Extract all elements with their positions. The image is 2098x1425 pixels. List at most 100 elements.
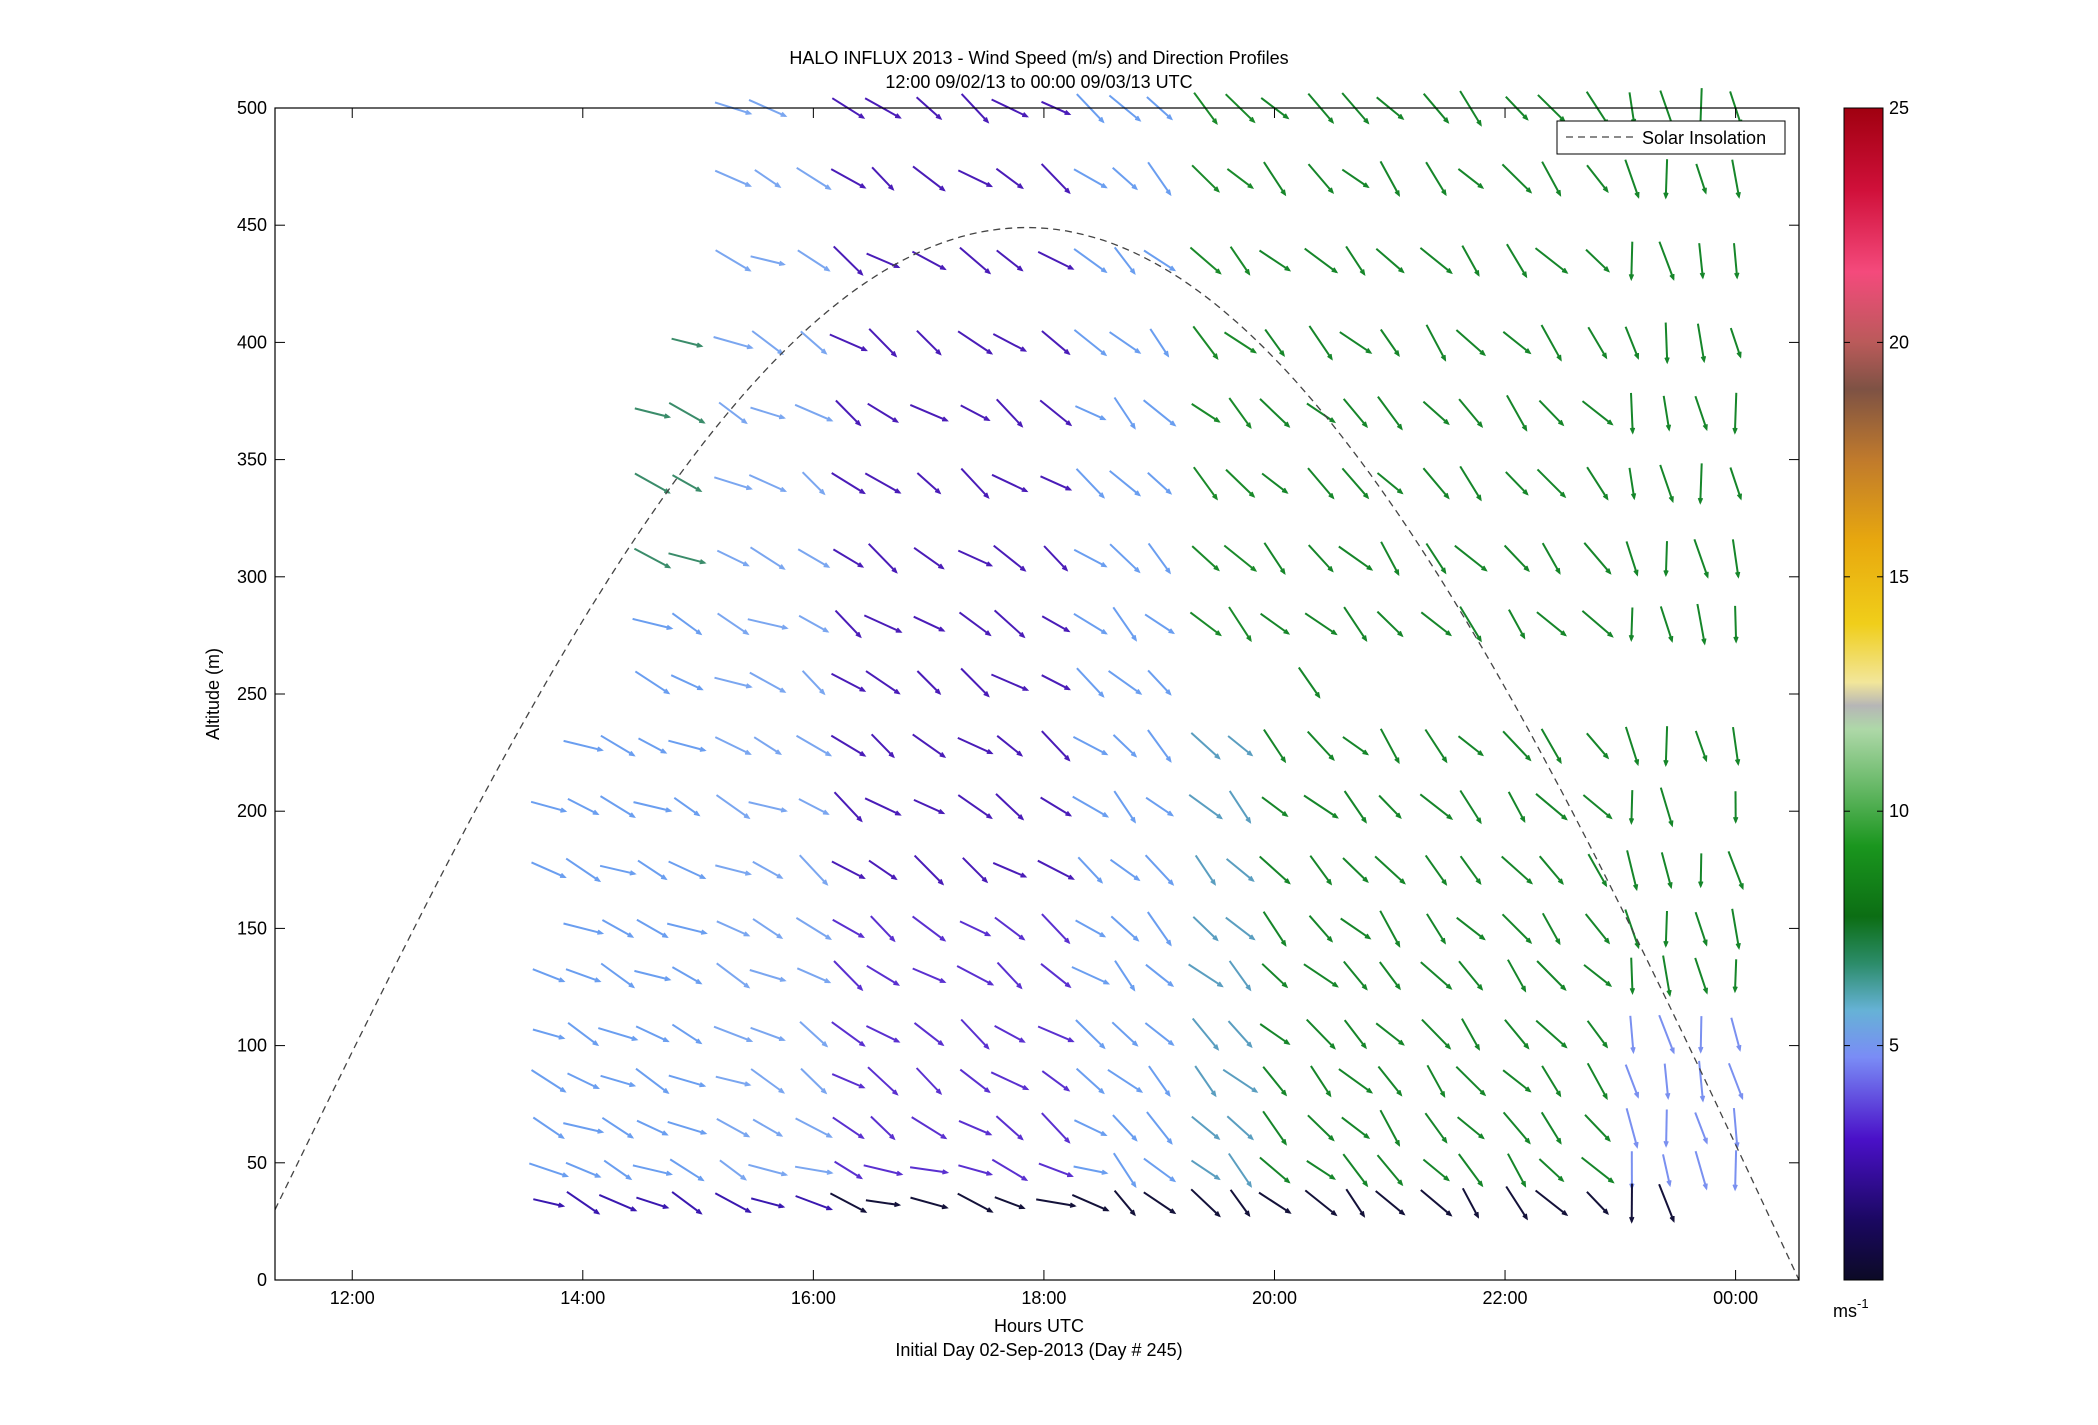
- wind-arrow-shaft: [957, 794, 992, 819]
- wind-arrow-shaft: [1145, 963, 1174, 987]
- wind-arrow-shaft: [1424, 1112, 1448, 1143]
- wind-arrow-shaft: [672, 474, 702, 492]
- wind-arrow-shaft: [565, 968, 600, 983]
- wind-arrow-shaft: [671, 337, 702, 348]
- wind-arrow: [831, 1021, 866, 1047]
- wind-arrow-head: [1210, 879, 1217, 886]
- wind-arrow: [1538, 399, 1565, 427]
- wind-arrow: [1506, 394, 1528, 432]
- wind-arrow-shaft: [1421, 1018, 1451, 1049]
- wind-arrow-head: [1606, 419, 1614, 426]
- wind-arrow: [1190, 1188, 1221, 1218]
- wind-arrow-head: [935, 1088, 943, 1095]
- wind-arrow: [1422, 1158, 1450, 1182]
- wind-arrow: [636, 918, 669, 939]
- wind-arrow-shaft: [1731, 159, 1740, 198]
- wind-arrow: [1342, 398, 1369, 429]
- wind-arrow: [671, 612, 703, 636]
- wind-arrow-shaft: [1189, 246, 1221, 275]
- wind-arrow-head: [1362, 182, 1370, 189]
- wind-arrow: [715, 794, 751, 820]
- wind-arrow: [1663, 910, 1669, 948]
- wind-arrow-head: [1668, 820, 1674, 828]
- wind-arrow-shaft: [666, 922, 707, 935]
- wind-arrow-head: [1281, 1089, 1288, 1097]
- wind-arrow-shaft: [1585, 248, 1610, 272]
- colorbar-unit: ms-1: [1833, 1296, 1869, 1321]
- wind-arrow-shaft: [1108, 670, 1142, 695]
- y-tick-label: 200: [237, 801, 267, 821]
- wind-arrow-shaft: [991, 473, 1028, 493]
- wind-arrow: [1188, 963, 1224, 988]
- wind-arrow-head: [1163, 350, 1170, 358]
- wind-arrow-head: [1605, 980, 1613, 987]
- wind-arrow: [1041, 1112, 1071, 1144]
- wind-arrow: [528, 1162, 570, 1178]
- wind-arrow: [870, 733, 895, 759]
- wind-arrow-shaft: [599, 795, 635, 818]
- wind-arrow-head: [593, 1083, 600, 1089]
- wind-arrow-shaft: [1036, 1198, 1075, 1207]
- wind-arrow-shaft: [1109, 331, 1141, 354]
- wind-arrow: [600, 962, 636, 989]
- wind-arrow: [1698, 853, 1704, 889]
- wind-arrow: [1113, 396, 1136, 430]
- wind-arrow: [1376, 472, 1404, 495]
- wind-arrow: [1379, 910, 1401, 948]
- wind-arrow: [797, 249, 831, 272]
- wind-arrow-head: [743, 813, 751, 820]
- wind-arrow: [632, 1164, 673, 1176]
- colorbar-tick-label: 15: [1889, 567, 1909, 587]
- wind-arrow-shaft: [634, 407, 670, 418]
- wind-arrow-shaft: [1306, 402, 1335, 423]
- wind-arrow-shaft: [1190, 732, 1220, 760]
- wind-arrow-head: [986, 749, 994, 755]
- wind-arrow-head: [1481, 565, 1488, 572]
- wind-arrow-head: [1284, 265, 1292, 272]
- wind-arrow-head: [1132, 1040, 1139, 1047]
- wind-arrow-head: [1735, 942, 1741, 951]
- wind-arrow-head: [1634, 352, 1639, 360]
- wind-arrow-head: [1398, 1209, 1406, 1216]
- wind-arrow-shaft: [1628, 467, 1636, 499]
- wind-arrow: [669, 1158, 705, 1182]
- wind-arrow-head: [744, 870, 752, 876]
- wind-arrow-head: [700, 1129, 708, 1135]
- wind-arrow-shaft: [913, 1022, 944, 1046]
- wind-arrow-head: [696, 342, 704, 348]
- wind-arrow-shaft: [831, 672, 865, 692]
- wind-arrow-shaft: [567, 798, 599, 815]
- wind-arrow-shaft: [832, 245, 863, 276]
- wind-arrow-shaft: [1630, 607, 1634, 640]
- wind-arrow-head: [1247, 1134, 1255, 1141]
- wind-arrow-head: [1399, 878, 1406, 885]
- wind-arrow-head: [1362, 749, 1370, 756]
- wind-arrow: [1039, 399, 1073, 427]
- wind-arrow-head: [558, 977, 566, 983]
- wind-arrow: [1583, 964, 1613, 987]
- wind-arrow-shaft: [1113, 790, 1136, 823]
- wind-arrow-head: [822, 627, 830, 633]
- wind-arrow-head: [983, 1043, 990, 1050]
- wind-arrow: [1307, 1114, 1335, 1142]
- wind-arrow-head: [1063, 1085, 1071, 1092]
- wind-arrow: [1308, 325, 1333, 361]
- wind-arrow-shaft: [915, 1067, 942, 1095]
- wind-arrow: [911, 1116, 948, 1140]
- wind-arrow-shaft: [912, 733, 946, 758]
- wind-arrow-shaft: [1586, 732, 1609, 759]
- wind-arrow: [1145, 796, 1175, 817]
- wind-arrow: [634, 472, 671, 494]
- wind-arrow-head: [1130, 816, 1137, 824]
- wind-arrow-head: [1633, 1091, 1639, 1099]
- wind-arrow-head: [1134, 115, 1142, 122]
- wind-arrow: [1694, 911, 1708, 947]
- wind-arrow: [1662, 395, 1672, 432]
- wind-arrow: [957, 794, 993, 820]
- chart-subtitle: 12:00 09/02/13 to 00:00 09/03/13 UTC: [885, 72, 1192, 92]
- wind-arrow: [598, 1027, 639, 1041]
- wind-arrow-head: [1666, 989, 1672, 998]
- wind-arrow: [753, 736, 783, 755]
- wind-arrow-head: [1633, 759, 1640, 767]
